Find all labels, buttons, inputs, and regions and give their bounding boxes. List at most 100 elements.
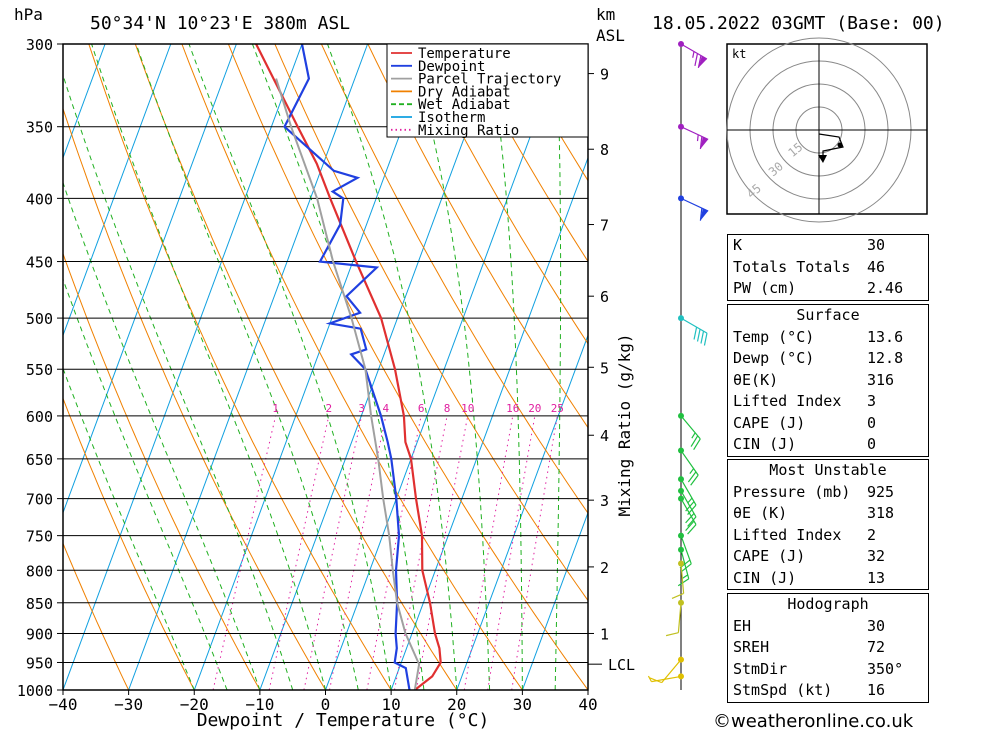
wind-barb-dot — [678, 123, 684, 130]
temperature-tick-label: 20 — [447, 695, 466, 714]
wind-barb-dot — [678, 487, 684, 494]
mixing-ratio-label: 3 — [358, 402, 365, 415]
location-title: 50°34'N 10°23'E 380m ASL — [90, 13, 350, 34]
asl-label: ASL — [596, 26, 625, 45]
surface-row: Temp (°C) 13.6 — [733, 327, 904, 346]
most-unstable-row: CAPE (J) 32 — [733, 547, 886, 565]
wind-barb-shaft — [680, 478, 697, 506]
temperature-tick-label: 30 — [513, 695, 532, 714]
hodograph-title: Hodograph — [787, 595, 869, 613]
temperature-tick-label: −20 — [180, 695, 209, 714]
wind-barb-flag — [696, 328, 701, 342]
wind-barb-flag — [687, 516, 697, 527]
wind-barb-flag — [703, 332, 708, 346]
legend-label: Mixing Ratio — [418, 123, 519, 139]
pressure-tick-label: 600 — [26, 408, 53, 426]
dry-adiabat-line — [63, 542, 130, 690]
pressure-tick-label: 350 — [26, 119, 53, 137]
most-unstable-row: CIN (J) 13 — [733, 568, 886, 587]
pressure-tick-label: 550 — [26, 361, 53, 379]
wind-barb-flag — [699, 208, 703, 221]
wind-barb — [680, 43, 708, 69]
wind-barb-pennant — [700, 208, 709, 221]
pressure-tick-label: 1000 — [17, 682, 53, 700]
temperature-tick-label: −30 — [114, 695, 143, 714]
isotherm-line — [63, 44, 106, 160]
lcl-label: LCL — [608, 656, 635, 674]
wet-adiabat-line — [327, 44, 458, 690]
km-tick-label: 9 — [600, 66, 609, 84]
wind-barb-flag — [693, 438, 701, 450]
wind-barb-dot — [678, 599, 684, 606]
chart-series — [255, 44, 442, 690]
pressure-tick-label: 650 — [26, 451, 53, 469]
hodograph-row: StmSpd (kt) 16 — [733, 681, 886, 699]
wind-barb — [680, 498, 697, 535]
wind-barb-half-flag — [647, 675, 652, 682]
footer-credit[interactable]: ©weatheronline.co.uk — [713, 711, 914, 732]
parcel-trajectory-series-line — [275, 78, 421, 690]
surface-row: CAPE (J) 0 — [733, 413, 877, 432]
mixing-ratio-label: 16 — [506, 402, 519, 415]
wind-barb-half-flag — [689, 468, 695, 475]
wind-barb — [680, 490, 697, 527]
wind-barb — [671, 563, 685, 599]
isotherm-line — [128, 44, 369, 690]
pressure-tick-label: 450 — [26, 254, 53, 272]
temperature-series-line — [255, 44, 442, 690]
wind-barb-dot — [678, 560, 684, 567]
dewpoint-series-line — [283, 44, 411, 690]
plot-frame — [62, 43, 589, 691]
surface-row: θE(K) 316 — [733, 370, 895, 389]
legend-label: Temperature — [418, 46, 511, 62]
wind-barb-dot — [678, 447, 684, 454]
most-unstable-table: Most Unstable Pressure (mb) 925 θE (K) 318… — [727, 459, 929, 590]
chart-grid — [63, 44, 588, 690]
wind-barb-dot — [678, 532, 684, 539]
hodograph-trace — [818, 133, 844, 156]
mixing-ratio-label: 2 — [325, 402, 332, 415]
km-tick-label: 3 — [600, 492, 609, 510]
wet-adiabat-line — [135, 44, 359, 690]
wind-barb-flag — [687, 471, 697, 483]
wind-barb-shaft — [680, 197, 709, 212]
pressure-tick-label: 500 — [26, 310, 53, 328]
index-row: Totals Totals 46 — [733, 257, 886, 276]
mixing-ratio-label: 20 — [528, 402, 541, 415]
legend-label: Dewpoint — [418, 59, 485, 75]
hodograph: kt 15 30 45 — [726, 37, 928, 223]
km-tick-label: 6 — [600, 288, 609, 306]
isotherm-line — [390, 156, 588, 690]
wind-barb-flag — [685, 513, 695, 524]
wind-barb-half-flag — [692, 51, 695, 58]
hodograph-row: EH 30 — [733, 616, 886, 635]
datetime-label: 18.05.2022 03GMT (Base: 00) — [652, 13, 945, 34]
wind-barb-half-flag — [691, 432, 696, 439]
hodograph-trace-dot — [837, 142, 843, 148]
wind-barb-flag — [697, 55, 702, 69]
wind-barb-half-flag — [696, 134, 699, 142]
isotherm-line — [325, 44, 565, 690]
legend-label: Isotherm — [418, 110, 485, 126]
x-axis-title: Dewpoint / Temperature (°C) — [197, 710, 490, 731]
wind-barb — [680, 415, 701, 450]
wind-barb — [665, 602, 682, 637]
dry-adiabat-line — [413, 44, 588, 345]
mixing-ratio-line — [303, 415, 363, 690]
index-row: K 30 — [733, 236, 886, 254]
km-tick-label: 5 — [600, 359, 609, 377]
dry-adiabat-line — [227, 44, 588, 690]
wind-barb-flag — [671, 592, 684, 599]
wet-adiabat-line — [63, 181, 261, 690]
isotherm-line — [63, 44, 172, 337]
temperature-tick-label: 10 — [381, 695, 400, 714]
wind-barb-flag — [690, 474, 699, 486]
wet-adiabat-line — [554, 44, 562, 690]
surface-title: Surface — [796, 306, 860, 324]
wet-adiabat-line — [488, 44, 523, 690]
wind-barb-shaft — [677, 602, 682, 633]
wet-adiabat-line — [409, 44, 491, 690]
pressure-tick-label: 300 — [26, 36, 53, 54]
wind-barb-shaft — [680, 498, 697, 525]
